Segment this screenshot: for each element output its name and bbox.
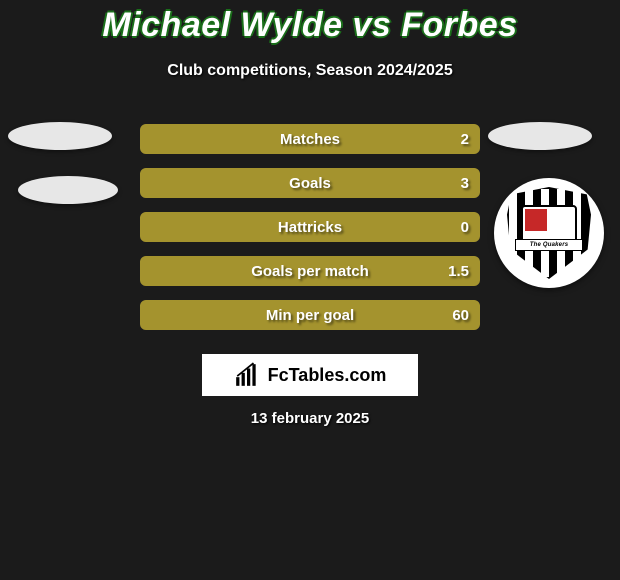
comparison-card: Michael Wylde vs Forbes Club competition… [0,0,620,580]
player-a-token-2 [18,176,118,204]
stat-label: Goals per match [141,257,479,285]
stat-value: 2 [461,125,469,153]
page-title: Michael Wylde vs Forbes [0,6,620,45]
stat-row: Goals 3 [140,168,480,198]
bar-chart-icon [234,362,260,388]
date-text: 13 february 2025 [0,410,620,427]
stat-row: Goals per match 1.5 [140,256,480,286]
stat-label: Min per goal [141,301,479,329]
brand-text: FcTables.com [268,365,387,386]
stat-label: Hattricks [141,213,479,241]
brand-link[interactable]: FcTables.com [202,354,418,396]
shield-motto: The Quakers [530,242,569,248]
shield-motto-band: The Quakers [515,239,583,251]
stat-row: Matches 2 [140,124,480,154]
stat-value: 0 [461,213,469,241]
player-b-token-1 [488,122,592,150]
stat-row: Min per goal 60 [140,300,480,330]
stat-label: Matches [141,125,479,153]
shield-accent [525,209,547,231]
stat-value: 3 [461,169,469,197]
stat-row: Hattricks 0 [140,212,480,242]
stats-bars: Matches 2 Goals 3 Hattricks 0 Goals per … [140,124,480,330]
stat-value: 1.5 [448,257,469,285]
stat-label: Goals [141,169,479,197]
stat-value: 60 [452,301,469,329]
subtitle: Club competitions, Season 2024/2025 [0,62,620,80]
player-a-token-1 [8,122,112,150]
club-crest: The Quakers [494,178,604,288]
